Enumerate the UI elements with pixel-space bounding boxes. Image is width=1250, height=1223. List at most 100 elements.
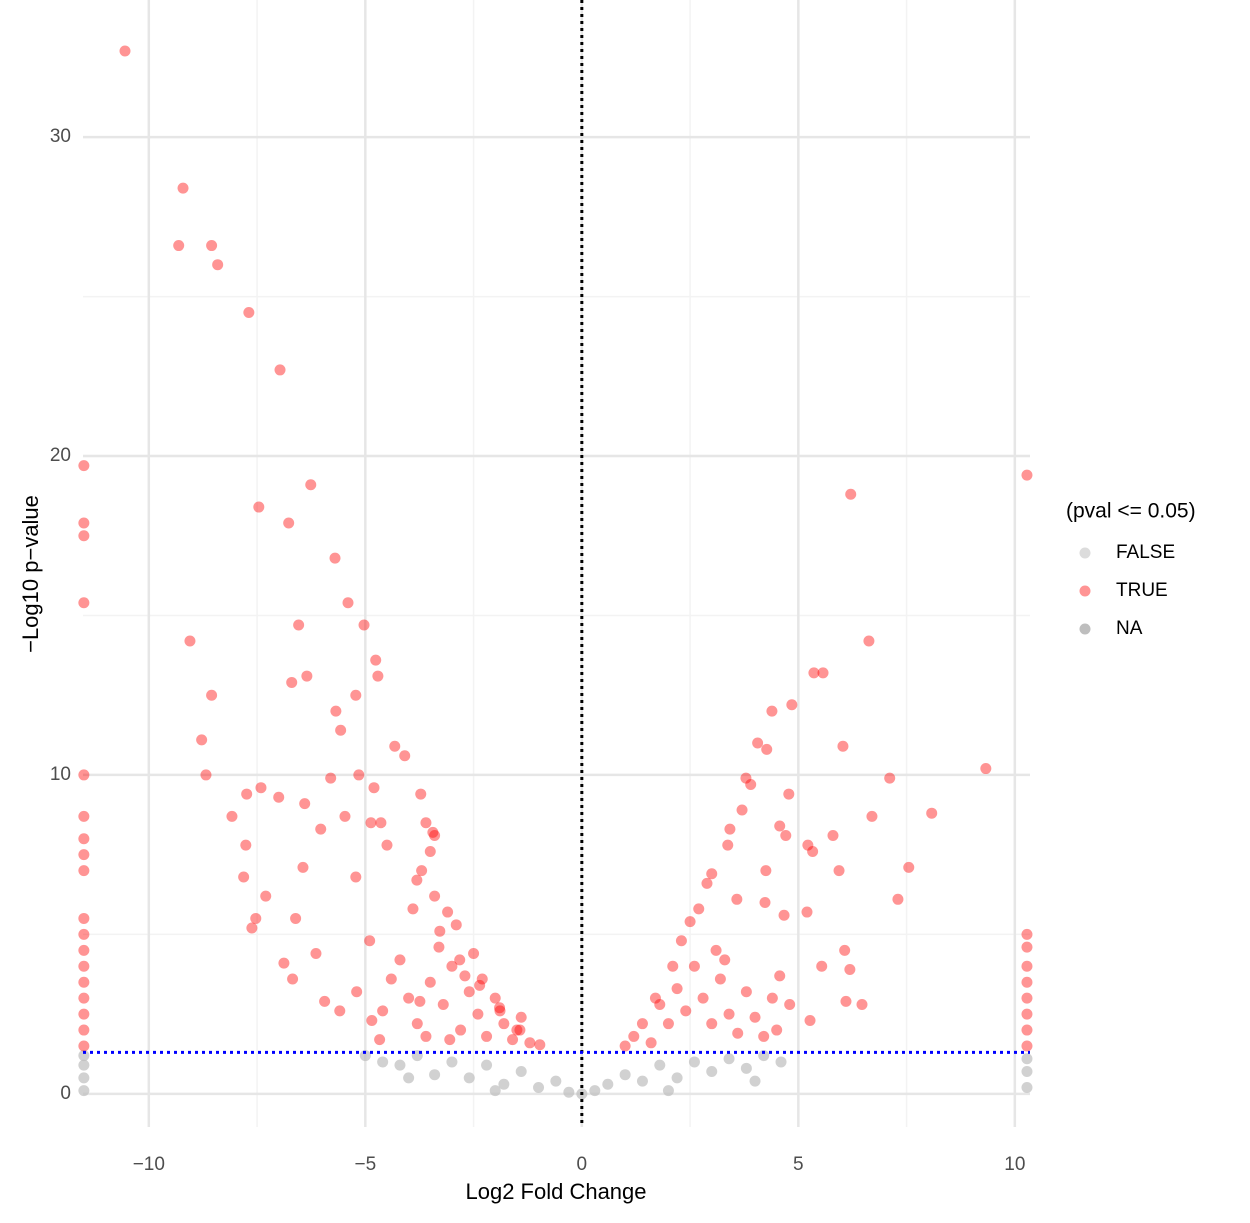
point bbox=[1021, 1081, 1033, 1093]
legend-title: (pval <= 0.05) bbox=[1066, 500, 1196, 523]
point bbox=[246, 922, 258, 934]
point bbox=[414, 995, 426, 1007]
point bbox=[1021, 992, 1033, 1004]
point bbox=[845, 488, 857, 500]
point bbox=[766, 705, 778, 717]
point bbox=[749, 1075, 761, 1087]
point bbox=[740, 772, 752, 784]
point bbox=[731, 893, 743, 905]
point bbox=[78, 928, 90, 940]
point bbox=[563, 1086, 575, 1098]
point bbox=[368, 782, 380, 794]
point bbox=[78, 1024, 90, 1036]
point bbox=[437, 999, 449, 1011]
point bbox=[433, 941, 445, 953]
point bbox=[722, 839, 734, 851]
point bbox=[680, 1005, 692, 1017]
point bbox=[416, 865, 428, 877]
point bbox=[745, 778, 757, 790]
point bbox=[78, 530, 90, 542]
point bbox=[884, 772, 896, 784]
point bbox=[359, 1050, 371, 1062]
legend-label: NA bbox=[1116, 618, 1143, 639]
point bbox=[403, 992, 415, 1004]
x-axis-title: Log2 Fold Change bbox=[465, 1179, 646, 1204]
point bbox=[177, 182, 189, 194]
point bbox=[403, 1072, 415, 1084]
point bbox=[429, 890, 441, 902]
point bbox=[173, 240, 185, 252]
point bbox=[1021, 941, 1033, 953]
point bbox=[766, 992, 778, 1004]
point bbox=[78, 865, 90, 877]
y-tick-label: 10 bbox=[50, 764, 71, 785]
point bbox=[399, 750, 411, 762]
legend: FALSE TRUE NA bbox=[1079, 542, 1175, 639]
legend-key bbox=[1079, 623, 1091, 635]
point bbox=[619, 1040, 631, 1052]
point bbox=[662, 1018, 674, 1030]
point bbox=[515, 1066, 527, 1078]
point bbox=[78, 460, 90, 472]
point bbox=[377, 1056, 389, 1068]
point bbox=[463, 986, 475, 998]
point bbox=[839, 944, 851, 956]
point bbox=[628, 1030, 640, 1042]
point bbox=[1021, 1024, 1033, 1036]
point bbox=[364, 935, 376, 947]
point bbox=[761, 743, 773, 755]
point bbox=[786, 699, 798, 711]
point bbox=[903, 861, 915, 873]
x-tick-label: 5 bbox=[793, 1154, 804, 1175]
point bbox=[774, 970, 786, 982]
point bbox=[459, 970, 471, 982]
point bbox=[78, 944, 90, 956]
point bbox=[325, 772, 337, 784]
point bbox=[78, 912, 90, 924]
point bbox=[78, 1050, 90, 1062]
point bbox=[299, 798, 311, 810]
point bbox=[78, 849, 90, 861]
legend-key bbox=[1079, 585, 1091, 597]
point bbox=[420, 1030, 432, 1042]
point bbox=[444, 1034, 456, 1046]
point bbox=[719, 954, 731, 966]
point bbox=[758, 1030, 770, 1042]
point bbox=[844, 963, 856, 975]
point bbox=[366, 1014, 378, 1026]
point bbox=[381, 839, 393, 851]
y-axis-title: −Log10 p−value bbox=[18, 495, 43, 653]
point bbox=[723, 1008, 735, 1020]
point bbox=[980, 763, 992, 775]
point bbox=[808, 667, 820, 679]
point bbox=[119, 45, 131, 57]
point bbox=[78, 1072, 90, 1084]
x-tick-label: 0 bbox=[577, 1154, 588, 1175]
legend-label: FALSE bbox=[1116, 542, 1175, 563]
point bbox=[602, 1078, 614, 1090]
point bbox=[714, 973, 726, 985]
point bbox=[377, 1005, 389, 1017]
point bbox=[278, 957, 290, 969]
point bbox=[350, 871, 362, 883]
point bbox=[688, 1056, 700, 1068]
y-tick-label: 0 bbox=[60, 1083, 71, 1104]
point bbox=[474, 979, 486, 991]
point bbox=[310, 948, 322, 960]
point bbox=[370, 654, 382, 666]
point bbox=[649, 992, 661, 1004]
point bbox=[411, 1018, 423, 1030]
point bbox=[339, 810, 351, 822]
point bbox=[1021, 928, 1033, 940]
point bbox=[301, 670, 313, 682]
point bbox=[427, 826, 439, 838]
point bbox=[863, 635, 875, 647]
point bbox=[697, 992, 709, 1004]
point bbox=[774, 820, 786, 832]
point bbox=[1021, 1053, 1033, 1065]
point bbox=[319, 995, 331, 1007]
point bbox=[706, 868, 718, 880]
point bbox=[1021, 1040, 1033, 1052]
point bbox=[297, 861, 309, 873]
point bbox=[238, 871, 250, 883]
